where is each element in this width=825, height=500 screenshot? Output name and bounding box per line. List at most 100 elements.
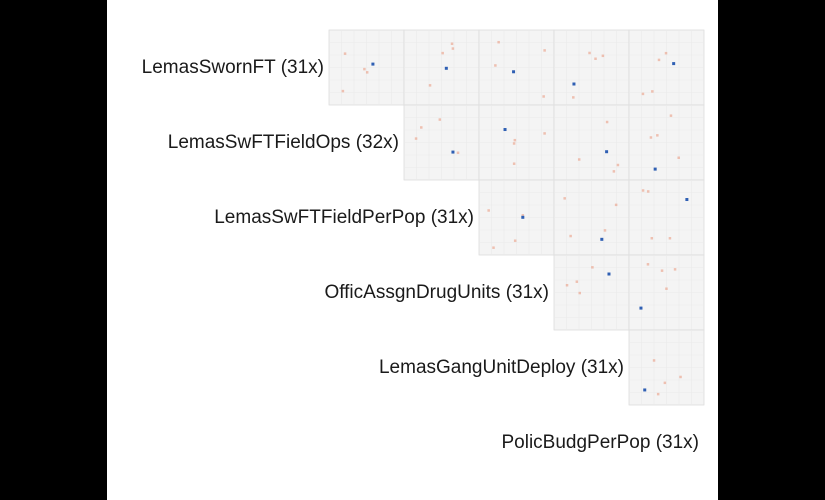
cell-point-neg [512, 142, 516, 145]
row-label-3: OfficAssgnDrugUnits (31x) [324, 282, 549, 303]
cell-point-neg [365, 71, 369, 74]
row-label-2: LemasSwFTFieldPerPop (31x) [214, 207, 474, 228]
cell-point-neg [649, 136, 653, 139]
cell-point-neg [657, 58, 661, 62]
cell-point-neg [646, 263, 650, 266]
matrix-cell-3-5 [628, 254, 705, 331]
row-label-0: LemasSwornFT (31x) [142, 57, 324, 78]
cell-point-neg [420, 126, 423, 129]
cell-point-neg [591, 266, 594, 269]
matrix-cell-0-5 [628, 29, 705, 106]
matrix-cells [328, 29, 705, 406]
cell-point-neg [456, 151, 460, 155]
cell-point-neg [616, 163, 620, 167]
cell-point-neg [646, 190, 650, 193]
cell-point-neg [513, 138, 517, 142]
cell-point-neg [543, 132, 546, 135]
cell-point-pos [451, 150, 455, 154]
matrix-cell-3-4 [553, 254, 630, 331]
cell-point-neg [363, 67, 366, 71]
cell-point-neg [664, 51, 668, 55]
cell-point-neg [603, 229, 607, 232]
cell-point-pos [672, 62, 676, 66]
cell-point-pos [512, 70, 516, 74]
matrix-cell-1-5 [628, 104, 705, 181]
cell-point-neg [494, 64, 497, 67]
matrix-cell-0-4 [553, 29, 630, 106]
cell-point-neg [677, 156, 680, 159]
cell-point-pos [521, 215, 525, 219]
cell-point-neg [575, 280, 579, 283]
cell-point-neg [428, 84, 432, 87]
matrix-cell-1-2 [403, 104, 480, 181]
cell-point-neg [572, 96, 575, 99]
cell-point-pos [685, 198, 689, 202]
matrix-cell-2-3 [478, 179, 555, 256]
matrix-cell-0-2 [403, 29, 480, 106]
cell-point-pos [607, 272, 611, 276]
matrix-cell-4-5 [628, 329, 705, 406]
cell-point-neg [679, 375, 682, 379]
correlation-matrix-chart: LemasSwornFT (31x) LemasSwFTFieldOps (32x… [142, 29, 705, 453]
cell-point-neg [543, 49, 546, 52]
cell-point-neg [512, 162, 516, 165]
cell-point-neg [451, 47, 455, 50]
cell-point-neg [438, 118, 442, 121]
cell-point-pos [639, 306, 643, 310]
cell-point-pos [503, 128, 507, 132]
cell-point-neg [656, 392, 660, 396]
cell-point-neg [605, 120, 609, 124]
cell-point-pos [653, 167, 657, 171]
cell-point-neg [652, 359, 656, 362]
cell-point-neg [497, 40, 500, 44]
row-label-1: LemasSwFTFieldOps (32x) [168, 132, 399, 153]
cell-point-neg [492, 246, 495, 249]
cell-point-neg [343, 52, 347, 55]
cell-point-neg [563, 197, 566, 200]
cell-point-neg [641, 92, 645, 96]
cell-point-neg [668, 237, 672, 240]
matrix-cell-2-4 [553, 179, 630, 256]
cell-point-pos [444, 66, 448, 70]
cell-point-neg [651, 90, 654, 93]
cell-point-pos [600, 237, 604, 241]
chart-stage: LemasSwornFT (31x) LemasSwFTFieldOps (32x… [107, 0, 718, 500]
cell-point-neg [656, 134, 659, 137]
cell-point-neg [650, 237, 654, 240]
cell-point-neg [521, 214, 525, 217]
cell-point-neg [594, 57, 597, 60]
matrix-cell-2-5 [628, 179, 705, 256]
cell-point-neg [601, 54, 605, 58]
cell-point-neg [612, 170, 616, 173]
cell-point-neg [578, 291, 581, 295]
row-labels: LemasSwornFT (31x) LemasSwFTFieldOps (32x… [142, 57, 699, 453]
cell-point-neg [513, 239, 517, 242]
row-label-4: LemasGangUnitDeploy (31x) [379, 357, 624, 378]
cell-point-neg [450, 42, 454, 46]
cell-point-neg [341, 89, 345, 93]
cell-point-neg [487, 209, 490, 212]
cell-point-neg [673, 268, 677, 271]
cell-point-neg [660, 269, 664, 272]
cell-point-pos [371, 62, 375, 66]
cell-point-neg [441, 51, 444, 55]
cell-point-neg [614, 203, 618, 207]
cell-point-neg [641, 189, 645, 192]
cell-point-pos [643, 388, 647, 392]
cell-point-neg [542, 95, 545, 98]
cell-point-neg [414, 137, 418, 140]
cell-point-neg [665, 287, 668, 290]
matrix-cell-1-3 [478, 104, 555, 181]
cell-point-pos [572, 82, 576, 86]
matrix-cell-1-4 [553, 104, 630, 181]
row-label-5: PolicBudgPerPop (31x) [502, 432, 700, 453]
cell-point-pos [605, 150, 609, 154]
cell-point-neg [569, 234, 572, 238]
cell-point-neg [588, 51, 591, 55]
cell-point-neg [565, 283, 569, 287]
matrix-cell-0-1 [328, 29, 405, 106]
cell-point-neg [577, 158, 581, 161]
cell-point-neg [663, 381, 667, 385]
matrix-cell-0-3 [478, 29, 555, 106]
cell-point-neg [669, 114, 673, 117]
